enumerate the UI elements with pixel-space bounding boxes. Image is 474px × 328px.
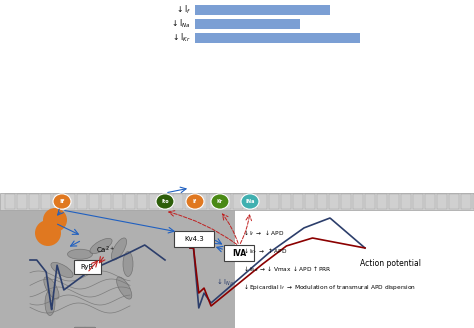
Bar xyxy=(113,194,123,209)
Bar xyxy=(195,5,330,15)
Bar xyxy=(173,194,183,209)
Ellipse shape xyxy=(90,238,112,254)
Bar xyxy=(53,194,63,209)
Text: Kr: Kr xyxy=(217,199,223,204)
Text: $\downarrow$I$_{Na}$ $\rightarrow$$\downarrow$Vmax $\downarrow$APD$\uparrow$PRR: $\downarrow$I$_{Na}$ $\rightarrow$$\down… xyxy=(242,264,332,274)
Ellipse shape xyxy=(111,238,127,260)
Text: $\downarrow$I$_{Na}$: $\downarrow$I$_{Na}$ xyxy=(170,18,191,30)
Bar xyxy=(235,210,474,328)
Text: Action potential: Action potential xyxy=(360,258,421,268)
Ellipse shape xyxy=(186,194,204,209)
Text: $\downarrow$Epicardial I$_f$ $\rightarrow$ Modulation of transmural APD dispersi: $\downarrow$Epicardial I$_f$ $\rightarro… xyxy=(242,282,416,292)
Bar xyxy=(89,194,99,209)
Text: $\downarrow$I$_f$: $\downarrow$I$_f$ xyxy=(175,4,191,16)
FancyBboxPatch shape xyxy=(224,245,254,261)
Circle shape xyxy=(43,208,67,232)
Bar xyxy=(17,194,27,209)
Text: Kv4.3: Kv4.3 xyxy=(184,236,204,242)
FancyBboxPatch shape xyxy=(174,231,214,247)
Bar xyxy=(0,0,474,193)
Bar xyxy=(0,210,474,328)
Text: $\downarrow$I$_f$ $\rightarrow$ $\downarrow$APD: $\downarrow$I$_f$ $\rightarrow$ $\downar… xyxy=(242,228,284,238)
Bar xyxy=(449,194,459,209)
Bar xyxy=(329,194,339,209)
FancyBboxPatch shape xyxy=(74,260,101,274)
Text: $\downarrow$I$_{Kr}$: $\downarrow$I$_{Kr}$ xyxy=(171,32,191,44)
Bar xyxy=(317,194,327,209)
Text: If: If xyxy=(59,199,64,204)
Text: Ca$^{2+}$: Ca$^{2+}$ xyxy=(96,244,115,256)
Ellipse shape xyxy=(241,194,259,209)
Bar xyxy=(161,194,171,209)
Bar xyxy=(0,193,474,210)
Bar xyxy=(209,194,219,209)
Bar xyxy=(221,194,231,209)
Bar xyxy=(65,194,75,209)
Text: If: If xyxy=(193,199,197,204)
Bar xyxy=(293,194,303,209)
Text: Ito: Ito xyxy=(161,199,169,204)
Circle shape xyxy=(35,220,61,246)
Bar xyxy=(461,194,471,209)
Bar xyxy=(473,194,474,209)
Ellipse shape xyxy=(51,262,73,277)
Bar xyxy=(377,194,387,209)
Bar xyxy=(29,194,39,209)
Bar xyxy=(413,194,423,209)
Bar xyxy=(149,194,159,209)
Bar xyxy=(425,194,435,209)
Bar xyxy=(353,194,363,209)
Bar xyxy=(185,194,195,209)
Bar xyxy=(401,194,411,209)
Bar xyxy=(365,194,375,209)
Ellipse shape xyxy=(67,249,92,259)
Ellipse shape xyxy=(123,252,133,277)
Ellipse shape xyxy=(117,277,132,299)
Bar xyxy=(389,194,399,209)
Bar xyxy=(305,194,315,209)
Bar xyxy=(437,194,447,209)
Ellipse shape xyxy=(53,194,71,209)
Text: RyR: RyR xyxy=(81,264,94,270)
Bar xyxy=(101,194,111,209)
Ellipse shape xyxy=(211,194,229,209)
Bar xyxy=(195,19,300,29)
Bar xyxy=(41,194,51,209)
Bar xyxy=(269,194,279,209)
Bar xyxy=(281,194,291,209)
Ellipse shape xyxy=(44,277,59,299)
Bar xyxy=(197,194,207,209)
Bar xyxy=(233,194,243,209)
Bar xyxy=(125,194,135,209)
Ellipse shape xyxy=(45,291,55,316)
Bar xyxy=(137,194,147,209)
Text: IVA: IVA xyxy=(232,249,246,257)
Text: INa: INa xyxy=(245,199,255,204)
Bar xyxy=(245,194,255,209)
Text: $\downarrow$I$_{Na}$: $\downarrow$I$_{Na}$ xyxy=(216,277,235,288)
Bar xyxy=(195,33,360,43)
Bar xyxy=(77,194,87,209)
Ellipse shape xyxy=(156,194,174,209)
Bar xyxy=(341,194,351,209)
Bar xyxy=(257,194,267,209)
Text: $\downarrow$I$_{Kr}$ $\rightarrow$ $\uparrow$APD: $\downarrow$I$_{Kr}$ $\rightarrow$ $\upa… xyxy=(242,246,287,256)
Bar xyxy=(5,194,15,209)
